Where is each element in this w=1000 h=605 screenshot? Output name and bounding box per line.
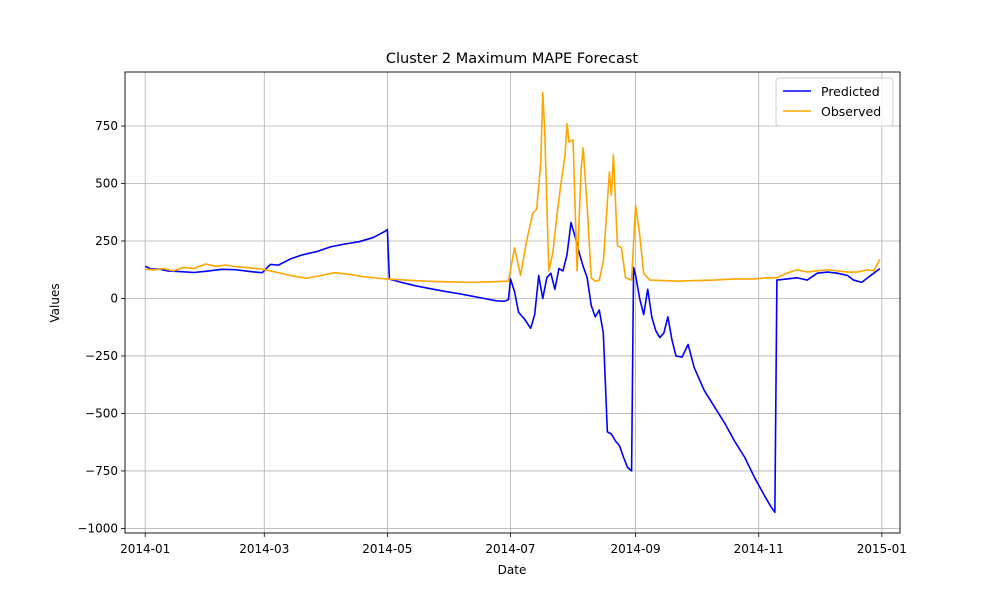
y-tick-label: −250 bbox=[85, 349, 118, 363]
y-axis-label: Values bbox=[48, 283, 62, 322]
y-tick-label: 0 bbox=[110, 291, 118, 305]
legend-label-predicted: Predicted bbox=[821, 84, 880, 99]
y-tick-label: −750 bbox=[85, 464, 118, 478]
ticks-layer: 2014-01 2014-03 2014-05 2014-07 2014-09 2014-… bbox=[77, 119, 907, 556]
x-tick-label: 2014-09 bbox=[611, 542, 661, 556]
legend-box bbox=[775, 77, 894, 127]
x-tick-label: 2014-07 bbox=[485, 542, 535, 556]
legend-label-observed: Observed bbox=[821, 104, 881, 119]
series-line-observed bbox=[145, 91, 881, 284]
y-tick-label: 500 bbox=[95, 177, 118, 191]
x-tick-label: 2014-01 bbox=[120, 542, 170, 556]
y-tick-label: 750 bbox=[95, 119, 118, 133]
x-tick-label: 2014-11 bbox=[734, 542, 784, 556]
x-tick-label: 2014-05 bbox=[362, 542, 412, 556]
y-tick-label: −500 bbox=[85, 406, 118, 420]
y-tick-label: 250 bbox=[95, 234, 118, 248]
x-axis-label: Date bbox=[498, 563, 527, 577]
x-tick-label: 2014-03 bbox=[239, 542, 289, 556]
y-tick-label: −1000 bbox=[77, 521, 118, 535]
series-layer bbox=[144, 91, 881, 514]
grid-layer bbox=[125, 72, 900, 533]
plot-frame bbox=[124, 71, 901, 534]
plot-area bbox=[125, 72, 900, 533]
legend: Predicted Observed bbox=[775, 77, 894, 127]
chart-title: Cluster 2 Maximum MAPE Forecast bbox=[386, 51, 639, 67]
series-line-predicted bbox=[144, 221, 881, 514]
x-tick-label: 2015-01 bbox=[857, 542, 907, 556]
